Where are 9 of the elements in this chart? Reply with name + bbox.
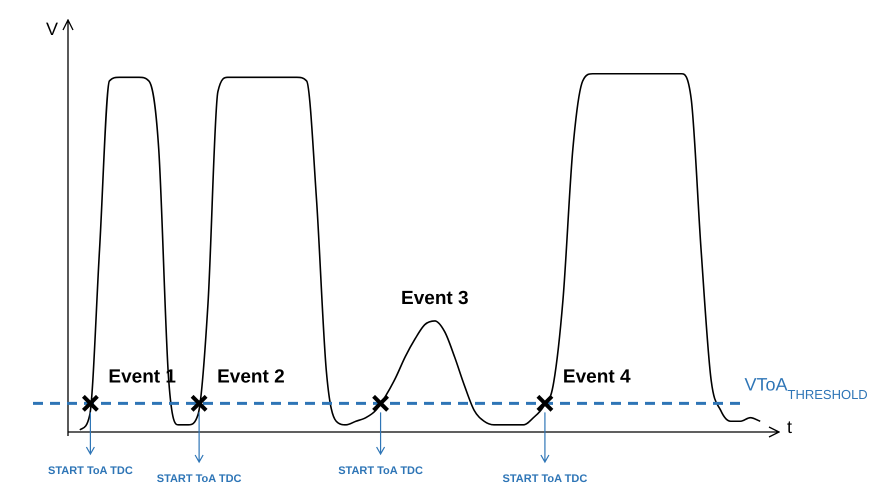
y-axis-title: V [46, 18, 58, 39]
text: START ToA TDC [156, 473, 242, 486]
x-axis-title: t [787, 416, 792, 437]
text: START ToA TDC [338, 465, 423, 478]
annotation: Event 2 [217, 366, 285, 388]
annotation: Event 4 [562, 366, 631, 388]
text: START ToA TDC [48, 465, 133, 478]
annotation: Event 3 [401, 288, 469, 310]
text: START ToA TDC [502, 473, 588, 486]
